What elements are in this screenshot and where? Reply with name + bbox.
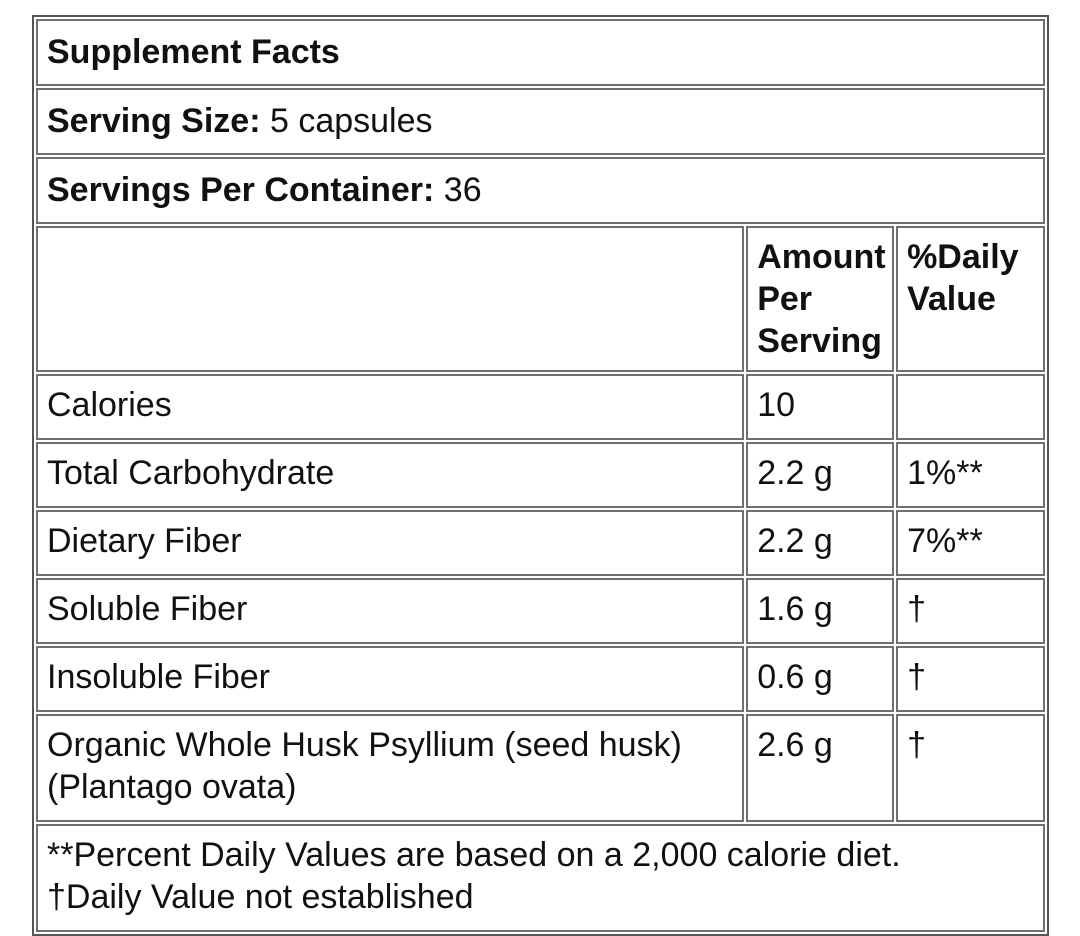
nutrient-name: Calories: [36, 374, 745, 440]
nutrient-amount: 0.6 g: [746, 646, 895, 712]
serving-size-value: 5 capsules: [260, 102, 433, 140]
nutrient-name-line: (Plantago ovata): [47, 768, 297, 806]
daily-value-header-line: %Daily: [907, 238, 1019, 276]
table-row: Total Carbohydrate 2.2 g 1%**: [36, 442, 1045, 508]
nutrient-daily-value: 7%**: [896, 510, 1045, 576]
nutrient-daily-value: 1%**: [896, 442, 1045, 508]
nutrient-name: Dietary Fiber: [36, 510, 745, 576]
amount-header-line: Serving: [757, 322, 882, 360]
nutrient-amount: 2.2 g: [746, 510, 895, 576]
nutrient-name: Organic Whole Husk Psyllium (seed husk) …: [36, 714, 745, 822]
nutrient-amount: 2.2 g: [746, 442, 895, 508]
nutrient-name: Soluble Fiber: [36, 578, 745, 644]
nutrient-name: Total Carbohydrate: [36, 442, 745, 508]
header-blank-cell: [36, 226, 745, 372]
nutrient-amount: 2.6 g: [746, 714, 895, 822]
footnotes: **Percent Daily Values are based on a 2,…: [36, 824, 1045, 932]
footnote-dagger: †Daily Value not established: [47, 878, 474, 916]
daily-value-header: %Daily Value: [896, 226, 1045, 372]
amount-header-line: Per: [757, 280, 813, 318]
servings-per-container: Servings Per Container: 36: [36, 157, 1045, 224]
servings-per-container-value: 36: [434, 171, 482, 209]
table-row: Soluble Fiber 1.6 g †: [36, 578, 1045, 644]
nutrient-name: Insoluble Fiber: [36, 646, 745, 712]
servings-per-container-label: Servings Per Container:: [47, 171, 435, 209]
nutrient-amount: 10: [746, 374, 895, 440]
table-row: Insoluble Fiber 0.6 g †: [36, 646, 1045, 712]
amount-per-serving-header: Amount Per Serving: [746, 226, 895, 372]
daily-value-header-line: Value: [907, 280, 996, 318]
nutrient-daily-value: †: [896, 646, 1045, 712]
table-row: Calories 10: [36, 374, 1045, 440]
amount-header-line: Amount: [757, 238, 886, 276]
nutrient-daily-value: [896, 374, 1045, 440]
table-row: Organic Whole Husk Psyllium (seed husk) …: [36, 714, 1045, 822]
nutrient-daily-value: †: [896, 714, 1045, 822]
serving-size: Serving Size: 5 capsules: [36, 88, 1045, 155]
table-row: Dietary Fiber 2.2 g 7%**: [36, 510, 1045, 576]
footnote-percent-daily-values: **Percent Daily Values are based on a 2,…: [47, 836, 901, 874]
nutrient-name-line: Organic Whole Husk Psyllium (seed husk): [47, 726, 682, 764]
supplement-facts-table: Supplement Facts Serving Size: 5 capsule…: [32, 15, 1049, 936]
nutrient-amount: 1.6 g: [746, 578, 895, 644]
serving-size-label: Serving Size:: [47, 102, 261, 140]
nutrient-daily-value: †: [896, 578, 1045, 644]
panel-title: Supplement Facts: [36, 19, 1045, 86]
